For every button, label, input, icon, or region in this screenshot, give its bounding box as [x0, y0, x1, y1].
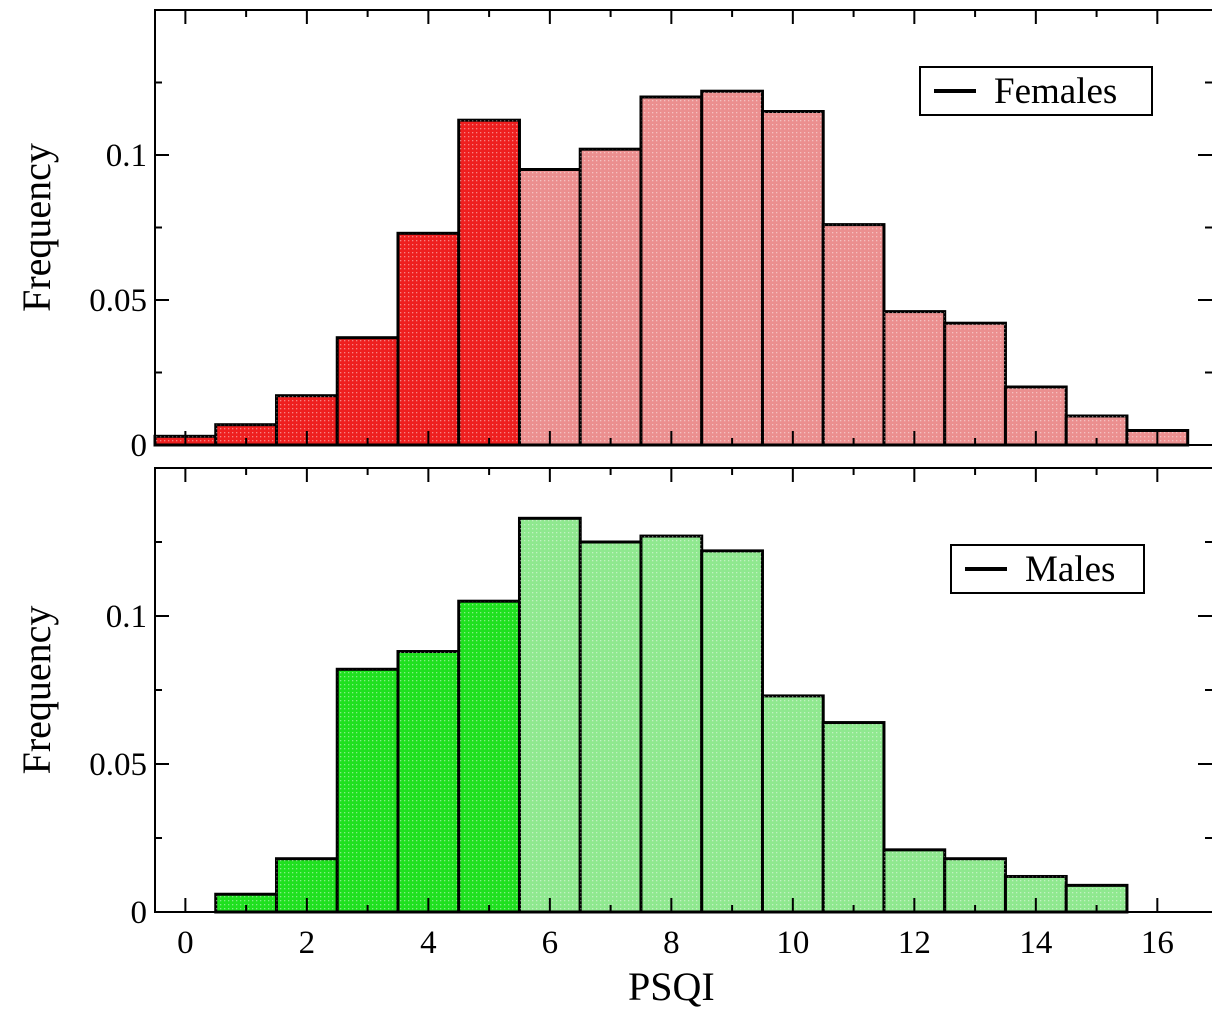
females-bar-texture-psqi-9: [701, 91, 763, 445]
males-x-tick-labels: 0 2 4 6 8 10 12 14 16: [177, 925, 1174, 961]
females-bar-texture-psqi-10: [762, 111, 824, 445]
males-panel: 0 0.05 0.1 0 2 4 6 8 10 12 14 16 Frequency PSQI Ma…: [14, 467, 1212, 1009]
x-axis-title: PSQI: [628, 964, 715, 1009]
females-bar-texture-psqi-7: [580, 149, 641, 445]
males-x-tick-label: 12: [898, 925, 931, 961]
males-y-axis-title: Frequency: [14, 606, 59, 775]
females-bar-texture-psqi-12: [883, 311, 945, 445]
males-x-tick-label: 10: [776, 925, 809, 961]
males-x-tick-label: 6: [542, 925, 559, 961]
females-ticks: [155, 10, 1212, 446]
males-x-tick-label: 4: [420, 925, 437, 961]
females-bar-texture-psqi-3: [337, 337, 398, 445]
males-y-tick-label: 0: [131, 895, 148, 931]
males-bar-texture-psqi-5: [458, 601, 520, 912]
females-y-tick-label: 0: [131, 428, 148, 464]
females-bar-texture-psqi-11: [823, 224, 884, 445]
males-x-tick-label: 16: [1141, 925, 1174, 961]
males-bar-texture-psqi-6: [519, 518, 581, 912]
females-y-axis-title: Frequency: [14, 143, 59, 312]
females-bar-texture-psqi-1: [215, 424, 277, 445]
females-y-tick-labels: 0 0.05 0.1: [89, 138, 147, 464]
males-ticks: [155, 468, 1212, 913]
males-x-tick-label: 14: [1019, 925, 1052, 961]
females-bar-texture-psqi-13: [944, 323, 1006, 445]
males-bar-texture-psqi-10: [762, 695, 824, 912]
females-bar-texture-psqi-8: [640, 97, 702, 445]
males-legend: Males: [950, 544, 1145, 594]
females-y-tick-label: 0.1: [106, 138, 147, 174]
males-bar-texture-psqi-7: [580, 542, 641, 912]
males-bar-texture-psqi-1: [215, 894, 277, 912]
males-bar-texture-psqi-9: [701, 550, 763, 912]
females-bar-texture-psqi-4: [397, 233, 459, 445]
males-x-tick-label: 0: [177, 925, 194, 961]
females-y-tick-label: 0.05: [89, 283, 147, 319]
females-bar-texture-psqi-6: [519, 169, 581, 445]
females-legend-label: Females: [994, 71, 1117, 112]
males-y-tick-label: 0.05: [89, 747, 147, 783]
males-x-tick-label: 2: [299, 925, 316, 961]
females-bar-texture-psqi-5: [458, 120, 520, 445]
males-bar-texture-psqi-4: [397, 651, 459, 912]
females-bars: [153, 89, 1190, 447]
males-bar-texture-psqi-11: [823, 722, 884, 912]
males-y-tick-labels: 0 0.05 0.1: [89, 599, 147, 931]
females-panel: 0 0.05 0.1 Frequency Females: [14, 9, 1212, 464]
males-bar-texture-psqi-8: [640, 536, 702, 912]
males-bar-texture-psqi-13: [944, 858, 1006, 912]
males-x-tick-label: 8: [663, 925, 680, 961]
males-bars: [214, 516, 1129, 914]
males-bar-texture-psqi-3: [337, 669, 398, 912]
females-legend: Females: [919, 66, 1153, 116]
males-y-tick-label: 0.1: [106, 599, 147, 635]
males-legend-label: Males: [1025, 549, 1115, 590]
